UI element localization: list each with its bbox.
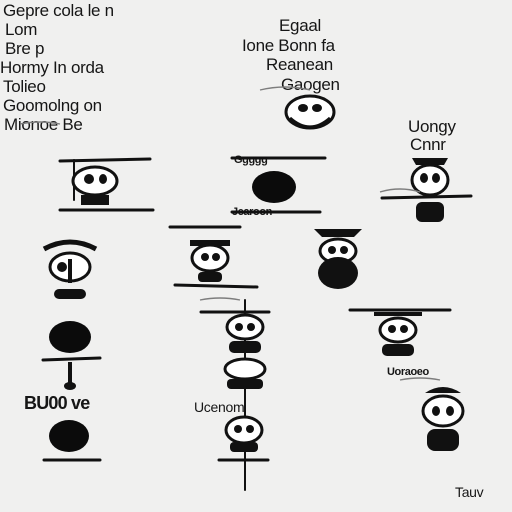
top-left-heading-line-4: Hormy In orda bbox=[0, 58, 104, 77]
solid-disc-left bbox=[49, 321, 91, 353]
corner-mark: Tauv bbox=[455, 484, 484, 500]
top-center-heading-line-3: Reanean bbox=[266, 55, 333, 74]
cartoon-figure-bottom-center bbox=[224, 415, 264, 452]
figure-caption-top: Ggggg bbox=[234, 154, 268, 166]
cartoon-figure-center-right bbox=[314, 229, 362, 289]
solid-disc-bottom-left bbox=[49, 420, 89, 452]
top-left-heading-line-6: Goomolng on bbox=[3, 96, 102, 115]
top-left-heading-line-1: Gepre cola le n bbox=[3, 1, 114, 20]
top-left-heading-line-2: Lom bbox=[5, 20, 38, 39]
bubble-label-right: Uoraoeo bbox=[387, 366, 429, 378]
top-center-heading-line-1: Egaal bbox=[279, 16, 321, 35]
cartoon-figure-right-middle bbox=[374, 312, 422, 356]
cartoon-head-top-center bbox=[284, 94, 336, 130]
top-center-heading-line-2: Ione Bonn fa bbox=[242, 36, 335, 55]
solid-disc-upper bbox=[252, 171, 296, 203]
hand-drawn-scribbles bbox=[19, 86, 441, 381]
cartoon-figure-center-left bbox=[190, 240, 230, 282]
bubble-label-middle: Ucenom bbox=[194, 399, 245, 415]
top-left-heading-line-5: Tolieo bbox=[3, 77, 46, 96]
small-figure-left-lower bbox=[64, 362, 76, 390]
cartoon-figure-right-upper bbox=[410, 158, 450, 222]
top-center-heading-line-4: Gaogen bbox=[281, 75, 340, 94]
top-left-heading-line-7: Mionoe Be bbox=[4, 115, 83, 134]
cartoon-figure-left-middle bbox=[42, 239, 98, 299]
bubble-label-left: BU00 ve bbox=[24, 393, 90, 413]
right-heading-line-1: Uongy bbox=[408, 117, 456, 136]
cartoon-figure-bottom-right bbox=[421, 387, 465, 451]
top-left-heading-line-3: Bre p bbox=[5, 39, 45, 58]
right-heading-line-2: Cnnr bbox=[410, 135, 446, 154]
cartoon-figure-center-tower bbox=[223, 313, 267, 389]
cartoon-figure-upper-left bbox=[71, 165, 119, 205]
